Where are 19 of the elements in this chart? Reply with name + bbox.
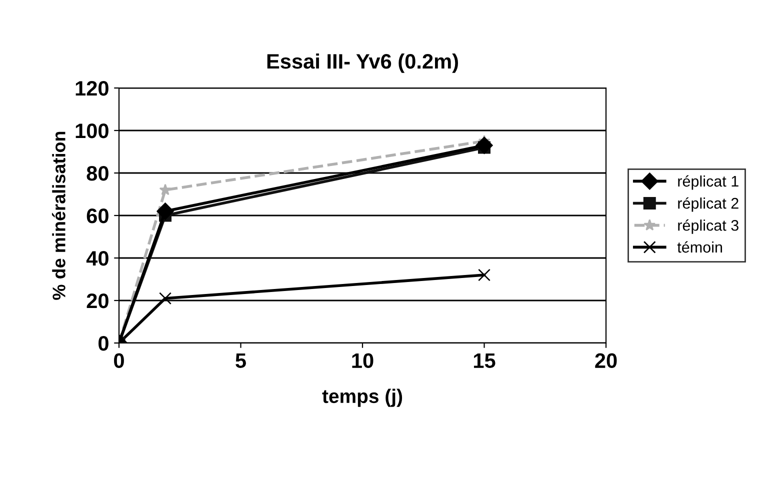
legend-label: réplicat 1 — [678, 175, 738, 190]
chart-title: Essai III- Yv6 (0.2m) — [267, 53, 458, 73]
x-tick-label: 5 — [236, 353, 246, 368]
legend-label: témoin — [677, 241, 722, 253]
y-tick-label: 60 — [86, 208, 108, 224]
legend-label: réplicat 2 — [678, 197, 738, 212]
x-tick-label: 15 — [474, 353, 496, 368]
y-tick-label: 40 — [86, 251, 108, 266]
y-tick-label: 0 — [98, 336, 108, 351]
x-tick-label: 0 — [114, 353, 124, 368]
x-axis-title: temps (j) — [322, 388, 402, 407]
y-tick-label: 80 — [86, 166, 108, 181]
y-axis-title: % de minéralisation — [52, 132, 66, 300]
x-tick-label: 20 — [595, 353, 617, 368]
y-tick-label: 20 — [86, 294, 108, 308]
x-tick-label: 10 — [352, 353, 374, 368]
y-tick-label: 100 — [76, 124, 108, 138]
legend-label: réplicat 3 — [678, 219, 738, 234]
y-tick-label: 120 — [76, 81, 108, 96]
